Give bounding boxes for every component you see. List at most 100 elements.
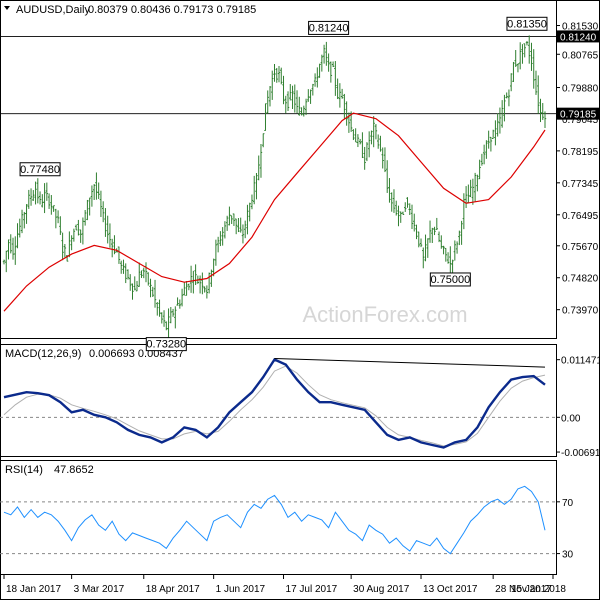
price-annotation-label: 0.81240: [309, 22, 349, 34]
price-bar: [14, 236, 17, 265]
price-bar: [408, 203, 411, 215]
price-bar: [246, 204, 249, 235]
price-tag-box: [557, 30, 599, 43]
price-bar: [523, 43, 526, 58]
rsi-header: RSI(14) 47.8652: [5, 464, 94, 476]
price-bar: [442, 245, 445, 255]
price-bar: [219, 231, 222, 247]
price-bar: [117, 246, 121, 264]
price-bar: [514, 50, 517, 67]
macd-y-tick-label: -0.006913: [561, 448, 600, 459]
price-bar: [63, 244, 67, 258]
price-bar: [180, 288, 184, 307]
price-annotation-box: [429, 272, 471, 287]
price-bar: [327, 53, 330, 72]
price-bar: [2, 259, 6, 265]
price-bar: [23, 211, 26, 229]
price-bar: [126, 269, 130, 280]
price-bar: [354, 128, 357, 143]
price-y-tick-label: 0.79045: [562, 115, 599, 126]
price-bar: [455, 241, 459, 254]
price-bar: [525, 40, 529, 46]
price-bar: [358, 138, 362, 145]
price-bar: [453, 240, 457, 261]
price-bar: [228, 206, 231, 226]
price-bar: [273, 64, 276, 82]
price-bar: [419, 238, 423, 248]
price-bar: [338, 83, 342, 108]
price-bar: [239, 217, 242, 233]
price-bar: [537, 75, 540, 114]
price-bar: [500, 100, 504, 128]
x-axis-tick-label: 18 Jan 2017: [6, 584, 61, 595]
price-y-tick-label: 0.79880: [562, 84, 599, 95]
x-axis-tick-label: 18 Apr 2017: [146, 584, 200, 595]
price-bar: [361, 132, 364, 159]
rsi-y-tick-label: 70: [562, 498, 574, 509]
price-bar: [325, 41, 328, 66]
price-bar: [476, 174, 479, 192]
price-bar: [532, 49, 535, 89]
moving-average-line: [3, 112, 546, 312]
price-bar: [311, 83, 315, 96]
price-bar: [167, 308, 170, 340]
price-bar: [363, 146, 366, 170]
price-bar: [113, 235, 116, 255]
collapse-triangle-icon[interactable]: [4, 6, 10, 10]
price-bar: [464, 186, 468, 209]
price-bar: [507, 89, 511, 107]
price-bar: [151, 286, 154, 297]
price-bar: [135, 280, 139, 292]
price-bar: [101, 201, 105, 223]
price-bar: [473, 172, 477, 203]
price-bar: [318, 63, 321, 78]
macd-series-macd: [3, 357, 546, 449]
price-bar: [437, 231, 441, 243]
price-bar: [365, 142, 369, 162]
price-bar: [225, 215, 229, 231]
price-bar: [79, 229, 82, 243]
price-bar: [417, 231, 420, 248]
price-bar: [201, 272, 204, 295]
x-axis-tick-label: 17 Jul 2017: [286, 584, 338, 595]
price-bar: [131, 283, 134, 300]
price-y-tick-label: 0.78195: [562, 147, 599, 158]
price-bar: [543, 111, 547, 128]
price-bar: [397, 205, 400, 227]
price-bar: [29, 188, 33, 206]
macd-title: MACD(12,26,9): [5, 348, 81, 360]
price-bar: [156, 302, 159, 316]
x-axis-tick-label: 13 Oct 2017: [423, 584, 478, 595]
price-bar: [266, 90, 269, 114]
price-bar: [70, 235, 73, 251]
price-bar: [122, 259, 125, 274]
price-bar: [223, 221, 227, 239]
price-bar: [259, 144, 263, 178]
price-bar: [277, 66, 281, 83]
price-bar: [160, 312, 163, 324]
price-bar: [392, 189, 396, 213]
price-bar: [162, 310, 166, 327]
price-bar: [257, 155, 260, 181]
macd-trendline: [274, 358, 546, 368]
x-axis: 18 Jan 2017 3 Mar 2017 18 Apr 2017 1 Jun 20…: [3, 575, 566, 595]
price-bar: [509, 73, 513, 92]
price-bar: [183, 282, 186, 296]
price-bar: [230, 215, 233, 224]
price-bar: [309, 89, 312, 104]
price-bar: [399, 211, 402, 223]
price-bar: [462, 193, 466, 230]
price-annotation-label: 0.75000: [430, 274, 470, 286]
price-bar: [271, 70, 274, 100]
price-bar: [410, 204, 414, 230]
price-bar: [320, 54, 324, 72]
macd-layer: 0.011471 0.00 -0.006913: [0, 356, 600, 459]
x-axis-tick-label: 1 Jun 2017: [216, 584, 266, 595]
price-bar: [401, 211, 405, 215]
price-y-tick-label: 0.77345: [562, 179, 599, 190]
price-bar: [54, 208, 58, 229]
price-bar: [264, 103, 267, 131]
price-bar: [329, 61, 333, 83]
